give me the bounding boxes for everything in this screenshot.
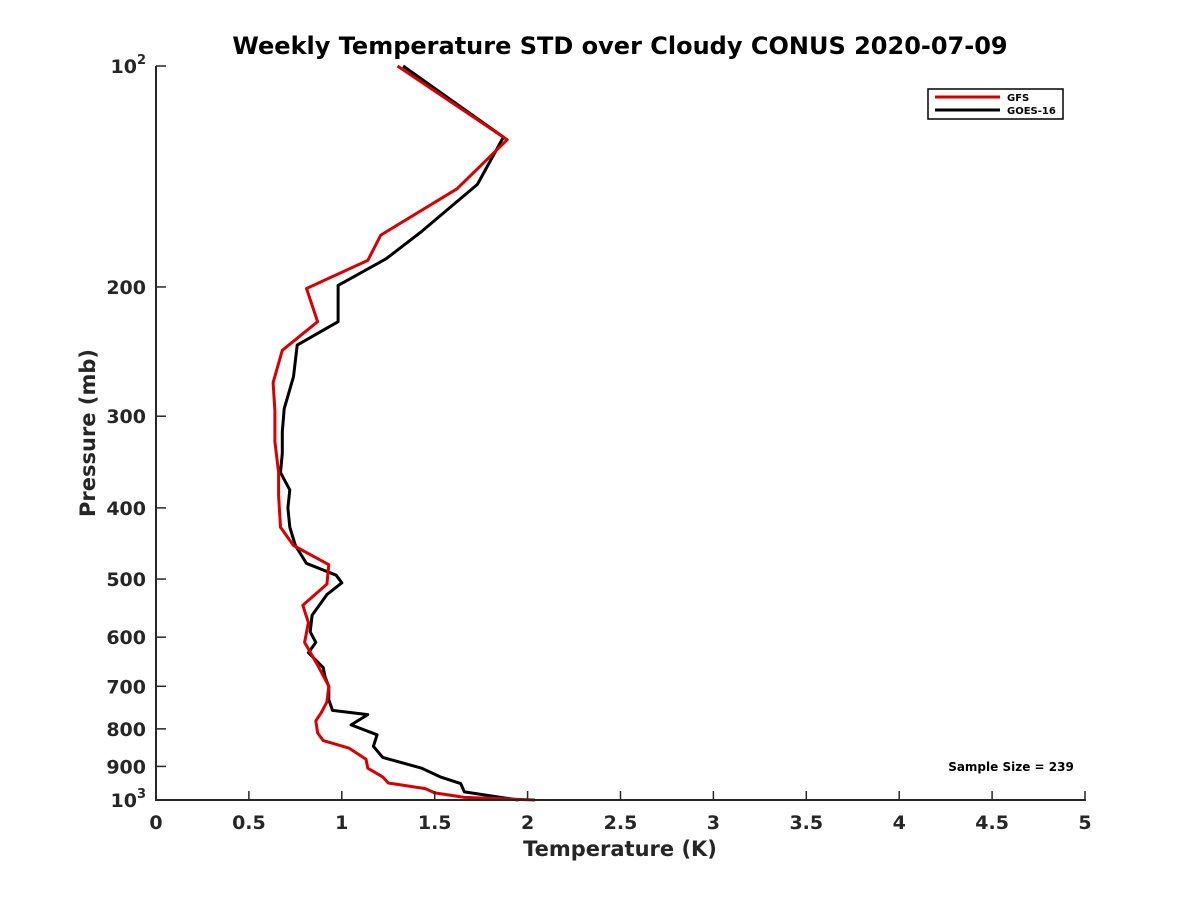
x-tick-label: 3 [707,812,720,834]
y-tick-label: 102 [111,53,147,78]
y-tick-label: 500 [106,569,146,591]
x-tick-label: 4 [893,812,906,834]
x-tick-label: 1 [335,812,348,834]
y-tick-label: 700 [106,676,146,698]
legend-label-goes16: GOES-16 [1007,106,1056,117]
x-tick-label: 1.5 [418,812,452,834]
sample-size-annotation: Sample Size = 239 [948,760,1074,774]
x-tick-label: 4.5 [975,812,1009,834]
y-tick-label: 600 [106,627,146,649]
y-tick-label: 900 [106,756,146,778]
x-tick-label: 3.5 [789,812,823,834]
plot-area [271,64,536,802]
x-tick-label: 2 [521,812,534,834]
axes: 0 0.5 1 1.5 2 2.5 3 3.5 4 4.5 5 102 200 300 400 500 600… [106,53,1091,834]
y-tick-label: 800 [106,719,146,741]
x-tick-label: 5 [1078,812,1091,834]
x-tick-label: 0.5 [232,812,266,834]
x-tick-label: 2.5 [604,812,638,834]
x-axis-label: Temperature (K) [523,837,717,861]
y-tick-label: 400 [106,498,146,520]
y-tick-label: 103 [111,787,147,812]
chart-title: Weekly Temperature STD over Cloudy CONUS… [232,32,1007,60]
legend: GFS GOES-16 [927,88,1064,120]
x-tick-label: 0 [149,812,162,834]
y-tick-label: 200 [106,277,146,299]
y-tick-label: 300 [106,406,146,428]
legend-label-gfs: GFS [1007,93,1029,104]
series-line-gfs [271,64,536,802]
series-line-goes16 [279,64,519,802]
y-axis-label: Pressure (mb) [76,349,100,517]
legend-box [927,88,1064,120]
